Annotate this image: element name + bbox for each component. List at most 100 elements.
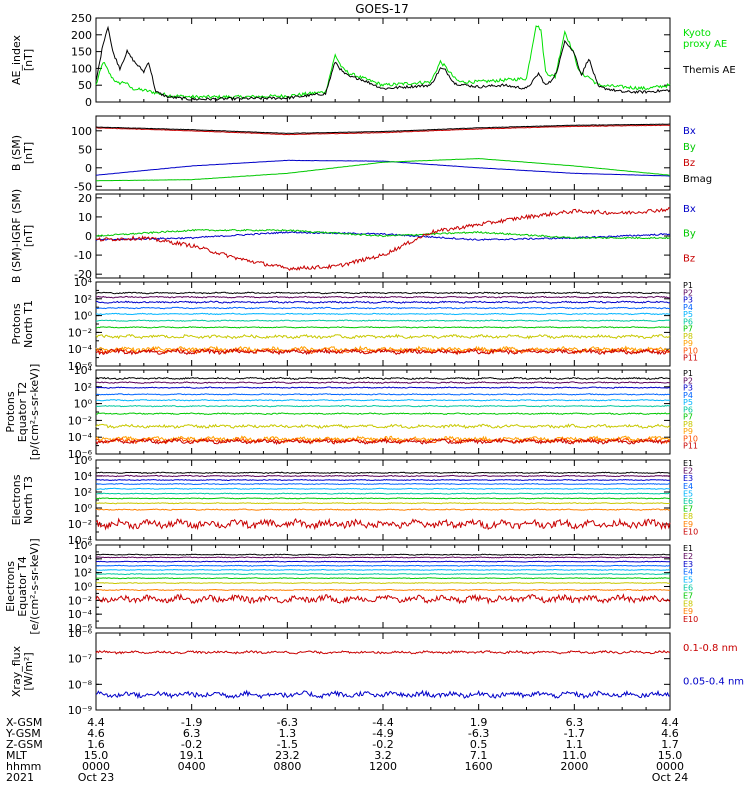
series-line-p5 (95, 312, 671, 316)
panel-frame (95, 115, 671, 191)
y-tick-label: 10⁻² (68, 414, 92, 427)
y-tick-label: 100 (71, 125, 92, 138)
series-line-themis-ae (95, 25, 671, 102)
y-tick-label: 10⁻² (68, 326, 92, 339)
x-table-cell: 1.6 (87, 738, 105, 751)
legend-entry: Bz (683, 158, 695, 169)
y-tick-label: 100 (71, 62, 92, 75)
y-axis-label: Electrons (10, 474, 23, 525)
y-tick-label: 10⁻⁴ (68, 608, 93, 621)
series-line-p3 (95, 386, 671, 389)
panel-4: 10⁴ 10² 10⁰ 10⁻² 10⁻⁴ 10⁻⁶ Protons North T1 P1P2… (10, 276, 698, 373)
series-line-p5 (95, 399, 671, 402)
x-table-row-label: MLT (6, 749, 27, 762)
series-line-e5 (95, 568, 671, 571)
x-table-cell: 23.2 (275, 749, 300, 762)
panel-3: -20 -10 0 10 20 B (SM)-IGRF (SM) [nT] Bx By Bz (10, 189, 696, 283)
y-axis-label: B (SM)-IGRF (SM) (10, 189, 23, 283)
series-line-e8 (95, 582, 671, 585)
y-tick-label: 0 (85, 96, 92, 109)
legend-entry: Bx (683, 126, 696, 137)
legend-entry: E4 (683, 482, 693, 491)
legend-entry: E3 (683, 474, 693, 483)
y-tick-label: 10⁻⁴ (68, 534, 93, 547)
series-line-p11 (95, 437, 670, 446)
series-line-e1 (95, 471, 670, 474)
x-table-cell: 1200 (369, 760, 397, 773)
legend-entry: P6 (683, 317, 693, 326)
y-tick-label: 10⁴ (74, 553, 93, 566)
x-table-cell: Oct 24 (652, 771, 689, 784)
legend-entry: Bmag (683, 174, 712, 185)
y-tick-label: 10⁰ (74, 581, 93, 594)
x-axis-table: X-GSMY-GSMZ-GSMMLThhmm20214.44.61.615.00… (5, 716, 688, 784)
legend-entry: By (683, 142, 696, 153)
x-table-cell: 0.5 (470, 738, 488, 751)
series-line-bz (95, 207, 671, 271)
legend-entry: E5 (683, 576, 693, 585)
y-axis-label: B (SM) (10, 135, 23, 171)
legend-entry: P6 (683, 405, 693, 414)
legend-entry: P9 (683, 339, 693, 348)
y-tick-label: -10 (74, 249, 92, 262)
x-table-cell: -6.3 (277, 716, 298, 729)
x-table-cell: 4.6 (87, 727, 105, 740)
x-table-cell: Oct 23 (78, 771, 115, 784)
y-axis-label: [nT] (22, 142, 35, 164)
legend-entry: E3 (683, 560, 693, 569)
x-table-cell: 0400 (178, 760, 206, 773)
series-line-p2 (95, 381, 671, 385)
x-table-cell: 15.0 (658, 749, 683, 762)
series-line-p7 (95, 326, 671, 329)
y-tick-label: 10⁻⁶ (68, 360, 93, 373)
x-table-cell: -1.9 (181, 716, 202, 729)
legend-entry: P1 (683, 281, 693, 290)
x-table-cell: 11.0 (562, 749, 587, 762)
legend-entry: E10 (683, 527, 698, 536)
panel-frame (95, 17, 671, 103)
x-table-cell: 4.4 (87, 716, 105, 729)
series-line-e4 (95, 564, 671, 567)
y-tick-label: 0 (85, 162, 92, 175)
legend-entry: E10 (683, 615, 698, 624)
legend-entry: P8 (683, 332, 693, 341)
legend-entry: E9 (683, 520, 693, 529)
legend-entry: P9 (683, 427, 693, 436)
series-line-e2 (95, 556, 671, 559)
y-axis-label: North T1 (22, 300, 35, 348)
series-line-e7 (95, 497, 671, 500)
x-table-row-label: Y-GSM (5, 727, 41, 740)
legend-entry: 0.05-0.4 nm (683, 677, 744, 688)
legend-entry: E7 (683, 505, 693, 514)
series-line-p9 (95, 345, 671, 353)
y-tick-label: 10⁶ (74, 454, 93, 467)
y-tick-label: 10² (74, 381, 92, 394)
y-tick-label: 10⁻⁹ (68, 704, 92, 717)
x-table-cell: 15.0 (84, 749, 109, 762)
y-tick-label: 0 (85, 230, 92, 243)
y-axis-label: Protons (4, 391, 17, 432)
x-table-cell: 0000 (656, 760, 684, 773)
y-axis-label: [nT] (22, 49, 35, 71)
series-line-e7 (95, 577, 671, 580)
series-line-e10 (95, 593, 671, 605)
series-line-bx (95, 159, 671, 177)
x-table-cell: 0800 (273, 760, 301, 773)
series-line-p3 (95, 300, 671, 304)
y-tick-label: 10⁴ (74, 276, 93, 289)
y-tick-label: 10⁶ (74, 539, 93, 552)
y-tick-label: 10⁰ (74, 310, 93, 323)
y-axis-label: Protons (10, 303, 23, 344)
legend-entry: P8 (683, 420, 693, 429)
legend-entry: P5 (683, 310, 693, 319)
series-line-p4 (95, 393, 671, 396)
series-line-e4 (96, 482, 670, 486)
x-table-row-label: hhmm (6, 760, 41, 773)
panel-8: 10⁻⁶ 10⁻⁷ 10⁻⁸ 10⁻⁹ Xray_flux [W/m²] 0.1-0.8 n… (10, 627, 744, 717)
y-axis-label: [nT] (22, 225, 35, 247)
legend-entry: E6 (683, 584, 693, 593)
